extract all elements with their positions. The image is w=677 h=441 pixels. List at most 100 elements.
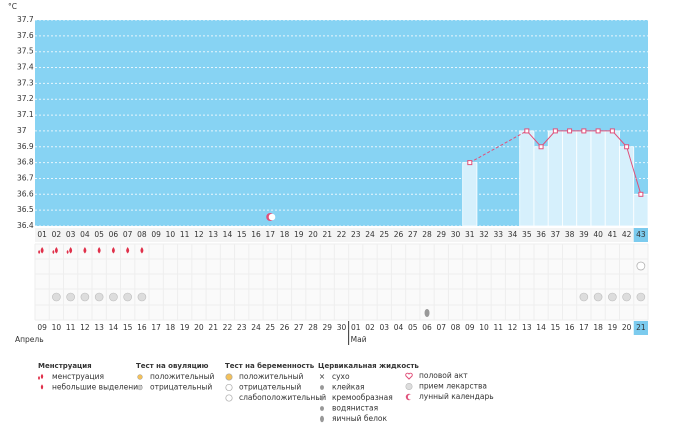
legend-item: отрицательный — [239, 383, 301, 392]
day-label: 14 — [223, 230, 233, 239]
legend-item: слабоположительный — [239, 393, 326, 402]
icon-drop — [38, 250, 41, 254]
date-label: 23 — [237, 323, 247, 332]
icon-pill — [636, 292, 646, 302]
legend-item: положительный — [239, 372, 304, 381]
today-date-box — [633, 321, 648, 335]
y-tick-label: 36.9 — [17, 142, 34, 151]
day-label: 37 — [551, 230, 561, 239]
date-label: 15 — [551, 323, 561, 332]
day-label: 19 — [294, 230, 304, 239]
y-tick-label: 37.1 — [17, 110, 34, 119]
icon-x: × — [319, 372, 325, 381]
temperature-point — [538, 144, 544, 150]
y-tick-label: 36.4 — [17, 221, 34, 230]
icon-drop — [40, 247, 44, 254]
day-label: 04 — [80, 230, 90, 239]
icon-test — [225, 394, 233, 402]
y-tick-label: 37.7 — [17, 15, 34, 24]
day-label: 26 — [394, 230, 404, 239]
day-label: 13 — [208, 230, 218, 239]
date-label: 05 — [408, 323, 418, 332]
date-label: 21 — [636, 323, 646, 332]
date-label: 17 — [151, 323, 161, 332]
icon-pill — [593, 292, 603, 302]
date-label: 20 — [194, 323, 204, 332]
temperature-bar — [633, 193, 649, 227]
icon-drop — [52, 250, 55, 254]
day-label: 24 — [365, 230, 375, 239]
date-label: 02 — [365, 323, 375, 332]
y-tick-label: 37.5 — [17, 47, 34, 56]
icon-fluid — [320, 395, 324, 401]
month-label: Апрель — [15, 335, 44, 344]
day-row — [35, 228, 648, 242]
icon-test — [137, 384, 143, 391]
day-label: 27 — [408, 230, 418, 239]
day-label: 06 — [109, 230, 119, 239]
icon-test — [636, 261, 646, 271]
day-label: 03 — [66, 230, 76, 239]
temperature-bar — [619, 146, 635, 227]
temperature-point — [467, 160, 473, 166]
date-label: 18 — [593, 323, 603, 332]
icon-pill — [94, 292, 104, 302]
date-label: 24 — [251, 323, 261, 332]
day-label: 20 — [308, 230, 318, 239]
icon-drop — [126, 247, 130, 254]
day-label: 42 — [622, 230, 632, 239]
day-label: 10 — [166, 230, 176, 239]
temperature-point — [609, 128, 615, 134]
temperature-point — [524, 128, 530, 134]
date-label: 30 — [337, 323, 347, 332]
icon-drop — [38, 376, 40, 380]
y-tick-label: 37 — [17, 126, 27, 135]
legend-item: сухо — [332, 372, 350, 381]
day-label: 16 — [251, 230, 261, 239]
day-label: 15 — [237, 230, 247, 239]
icon-test — [225, 373, 233, 381]
date-label: 10 — [479, 323, 489, 332]
icon-fluid — [320, 406, 324, 411]
date-label: 18 — [166, 323, 176, 332]
icon-drop — [69, 247, 73, 254]
date-label: 29 — [322, 323, 332, 332]
date-label: 25 — [265, 323, 275, 332]
temperature-point — [638, 191, 644, 197]
icon-drop — [140, 247, 144, 254]
icon-drop — [40, 384, 44, 390]
legend-item: отрицательный — [150, 383, 212, 392]
legend-item: водянистая — [332, 404, 378, 413]
icon-heart — [405, 372, 413, 380]
date-label: 09 — [465, 323, 475, 332]
day-label: 23 — [351, 230, 361, 239]
icon-pill — [80, 292, 90, 302]
temperature-bar — [604, 130, 620, 227]
date-label: 06 — [422, 323, 432, 332]
temperature-point — [567, 128, 573, 134]
temperature-bar — [533, 146, 549, 227]
icon-test — [225, 383, 233, 392]
day-label: 28 — [422, 230, 432, 239]
day-label: 29 — [437, 230, 447, 239]
day-label: 02 — [52, 230, 62, 239]
temperature-point — [624, 144, 630, 150]
day-label: 36 — [536, 230, 546, 239]
icon-fluid — [320, 385, 324, 390]
temperature-bar — [519, 130, 535, 227]
icon-fluid — [320, 415, 324, 423]
day-label: 41 — [608, 230, 618, 239]
month-label: Май — [351, 335, 367, 344]
day-label: 08 — [137, 230, 147, 239]
temperature-bar — [547, 130, 563, 227]
icon-pill — [66, 292, 75, 302]
day-label: 35 — [522, 230, 532, 239]
day-label: 32 — [479, 230, 489, 239]
date-label: 12 — [80, 323, 90, 332]
icon-pill — [579, 292, 589, 302]
legend-item: прием лекарства — [419, 382, 487, 391]
date-label: 19 — [608, 323, 618, 332]
y-tick-label: 36.8 — [17, 158, 34, 167]
day-label: 33 — [494, 230, 504, 239]
y-tick-label: 37.3 — [17, 78, 34, 87]
